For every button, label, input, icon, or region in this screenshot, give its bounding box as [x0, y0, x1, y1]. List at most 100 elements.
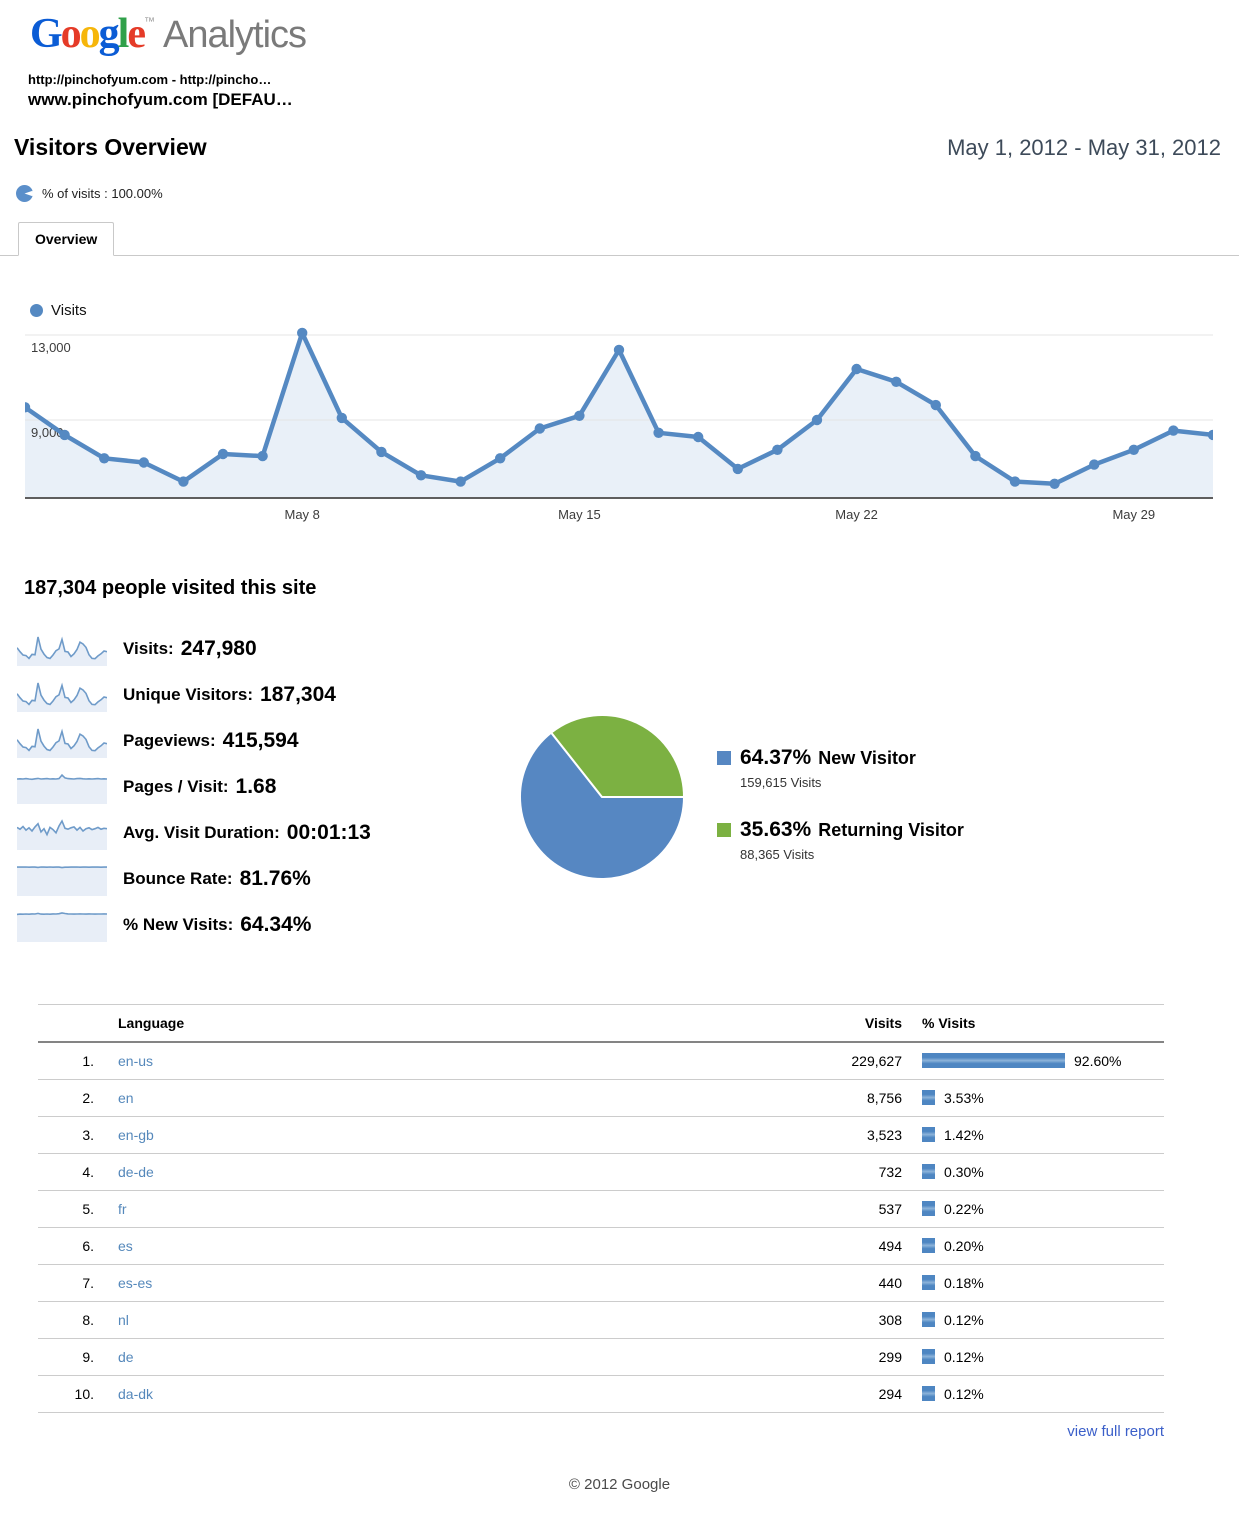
language-link[interactable]: de-de — [118, 1164, 154, 1180]
metric-label-pages-per-visit: Pages / Visit: — [123, 777, 229, 796]
pie-legend: 64.37% New Visitor 159,615 Visits 35.63%… — [717, 746, 964, 948]
data-point-dot — [772, 444, 783, 455]
data-point-dot — [851, 363, 862, 375]
google-logo-text: Google — [30, 11, 146, 57]
view-full-report-link[interactable]: view full report — [1067, 1423, 1164, 1440]
data-point-dot — [376, 446, 387, 458]
metric-row-avg-visit-duration: Avg. Visit Duration: 00:01:13 — [17, 810, 517, 856]
row-pct-visits: 0.12% — [944, 1312, 984, 1328]
sparkline-unique-visitors-icon — [17, 681, 107, 712]
segment-pie-icon — [16, 185, 33, 202]
language-table-row: 6. es 494 0.20% — [38, 1227, 1164, 1265]
x-axis-tick-label: May 22 — [835, 507, 878, 522]
x-axis-tick-label: May 8 — [284, 507, 319, 522]
metric-label-new-visits: % New Visits: — [123, 915, 234, 934]
data-point-dot — [138, 457, 149, 468]
data-point-dot — [891, 376, 902, 387]
row-visits: 308 — [752, 1301, 902, 1339]
metric-row-visits: Visits: 247,980 — [17, 626, 517, 672]
legend-item-new-visitor: 64.37% New Visitor 159,615 Visits — [717, 746, 964, 790]
metric-row-pages-per-visit: Pages / Visit: 1.68 — [17, 764, 517, 810]
data-point-dot — [217, 448, 229, 460]
tab-overview[interactable]: Overview — [18, 222, 115, 256]
language-table-row: 7. es-es 440 0.18% — [38, 1264, 1164, 1302]
pct-visits-bar — [922, 1386, 935, 1401]
row-pct-visits: 92.60% — [1074, 1053, 1122, 1069]
metric-label-pageviews: Pageviews: — [123, 731, 216, 750]
data-point-dot — [25, 402, 31, 413]
language-link[interactable]: es — [118, 1238, 133, 1254]
pie-slice-returning-visitor — [550, 714, 685, 798]
page-title: Visitors Overview — [14, 134, 207, 160]
segment-row: % of visits : 100.00% — [16, 185, 1239, 202]
account-url-line: http://pinchofyum.com - http://pincho… — [28, 72, 272, 87]
language-table-row: 10. da-dk 294 0.12% — [38, 1375, 1164, 1413]
language-link[interactable]: de — [118, 1349, 134, 1365]
row-pct-visits: 0.18% — [944, 1275, 984, 1291]
pct-visits-bar — [922, 1238, 935, 1253]
page-footer: © 2012 Google — [0, 1476, 1239, 1493]
language-link[interactable]: es-es — [118, 1275, 153, 1291]
pie-slice-new-visitor — [519, 731, 685, 880]
language-link[interactable]: fr — [118, 1201, 127, 1217]
sparkline-pages-per-visit-icon — [17, 773, 107, 804]
metric-label-unique-visitors: Unique Visitors: — [123, 685, 254, 704]
row-pct-visits: 0.12% — [944, 1386, 984, 1402]
row-pct-visits: 0.12% — [944, 1349, 984, 1365]
metric-value-unique-visitors: 187,304 — [260, 683, 336, 706]
language-link[interactable]: en-us — [118, 1053, 154, 1069]
row-rank: 3. — [38, 1116, 94, 1154]
summary-heading: 187,304 people visited this site — [24, 577, 317, 599]
data-point-dot — [811, 414, 823, 426]
language-table: Language Visits % Visits 1. en-us 229,627 9… — [38, 1004, 1164, 1413]
data-point-dot — [970, 450, 981, 462]
data-point-dot — [178, 476, 189, 487]
sparkline-bounce-rate-icon — [17, 865, 107, 896]
row-visits: 229,627 — [752, 1042, 902, 1080]
profile-info: http://pinchofyum.com - http://pincho… w… — [28, 72, 1239, 110]
returning-visitor-swatch-icon — [717, 823, 731, 837]
language-link[interactable]: en-gb — [118, 1127, 154, 1143]
analytics-logo-text: Analytics — [163, 14, 307, 56]
data-point-dot — [1128, 444, 1140, 455]
new-visitor-label: New Visitor — [818, 747, 916, 768]
visits-legend-label: Visits — [51, 302, 87, 319]
new-visitor-visits: 159,615 Visits — [740, 775, 822, 790]
metric-value-visits: 247,980 — [180, 637, 257, 660]
pct-visits-bar — [922, 1127, 935, 1142]
metric-value-bounce-rate: 81.76% — [239, 867, 311, 890]
sparkline-new-visits-icon — [17, 911, 107, 942]
tab-bar: Overview — [0, 222, 1239, 256]
data-point-dot — [99, 453, 110, 464]
title-row: Visitors Overview May 1, 2012 - May 31, … — [14, 134, 1221, 161]
sparkline-avg-visit-duration-icon — [17, 818, 107, 850]
language-table-row: 1. en-us 229,627 92.60% — [38, 1042, 1164, 1080]
new-visitor-pct: 64.37% — [740, 746, 812, 769]
logo-letter: o — [79, 11, 101, 57]
returning-visitor-visits: 88,365 Visits — [740, 847, 815, 862]
metric-label-bounce-rate: Bounce Rate: — [123, 869, 233, 888]
row-rank: 6. — [38, 1227, 94, 1265]
pct-visits-bar — [922, 1312, 935, 1327]
logo-letter: G — [30, 11, 63, 57]
data-point-dot — [455, 476, 466, 487]
x-axis-tick-label: May 29 — [1112, 507, 1155, 522]
metric-label-visits: Visits: — [123, 639, 174, 658]
row-rank: 1. — [38, 1042, 94, 1080]
row-pct-visits: 0.20% — [944, 1238, 984, 1254]
data-point-dot — [534, 423, 545, 434]
data-point-dot — [1207, 429, 1213, 441]
language-table-row: 9. de 299 0.12% — [38, 1338, 1164, 1376]
x-axis-tick-label: May 15 — [558, 507, 601, 522]
metric-row-bounce-rate: Bounce Rate: 81.76% — [17, 856, 517, 902]
pct-visits-bar — [922, 1090, 935, 1105]
copyright-text: © 2012 Google — [568, 1476, 671, 1493]
language-link[interactable]: da-dk — [118, 1386, 154, 1402]
data-point-dot — [693, 431, 704, 443]
row-visits: 440 — [752, 1264, 902, 1302]
language-link[interactable]: en — [118, 1090, 134, 1106]
language-link[interactable]: nl — [118, 1312, 129, 1328]
visits-legend-dot-icon — [30, 304, 43, 317]
logo-letter: o — [60, 11, 82, 57]
